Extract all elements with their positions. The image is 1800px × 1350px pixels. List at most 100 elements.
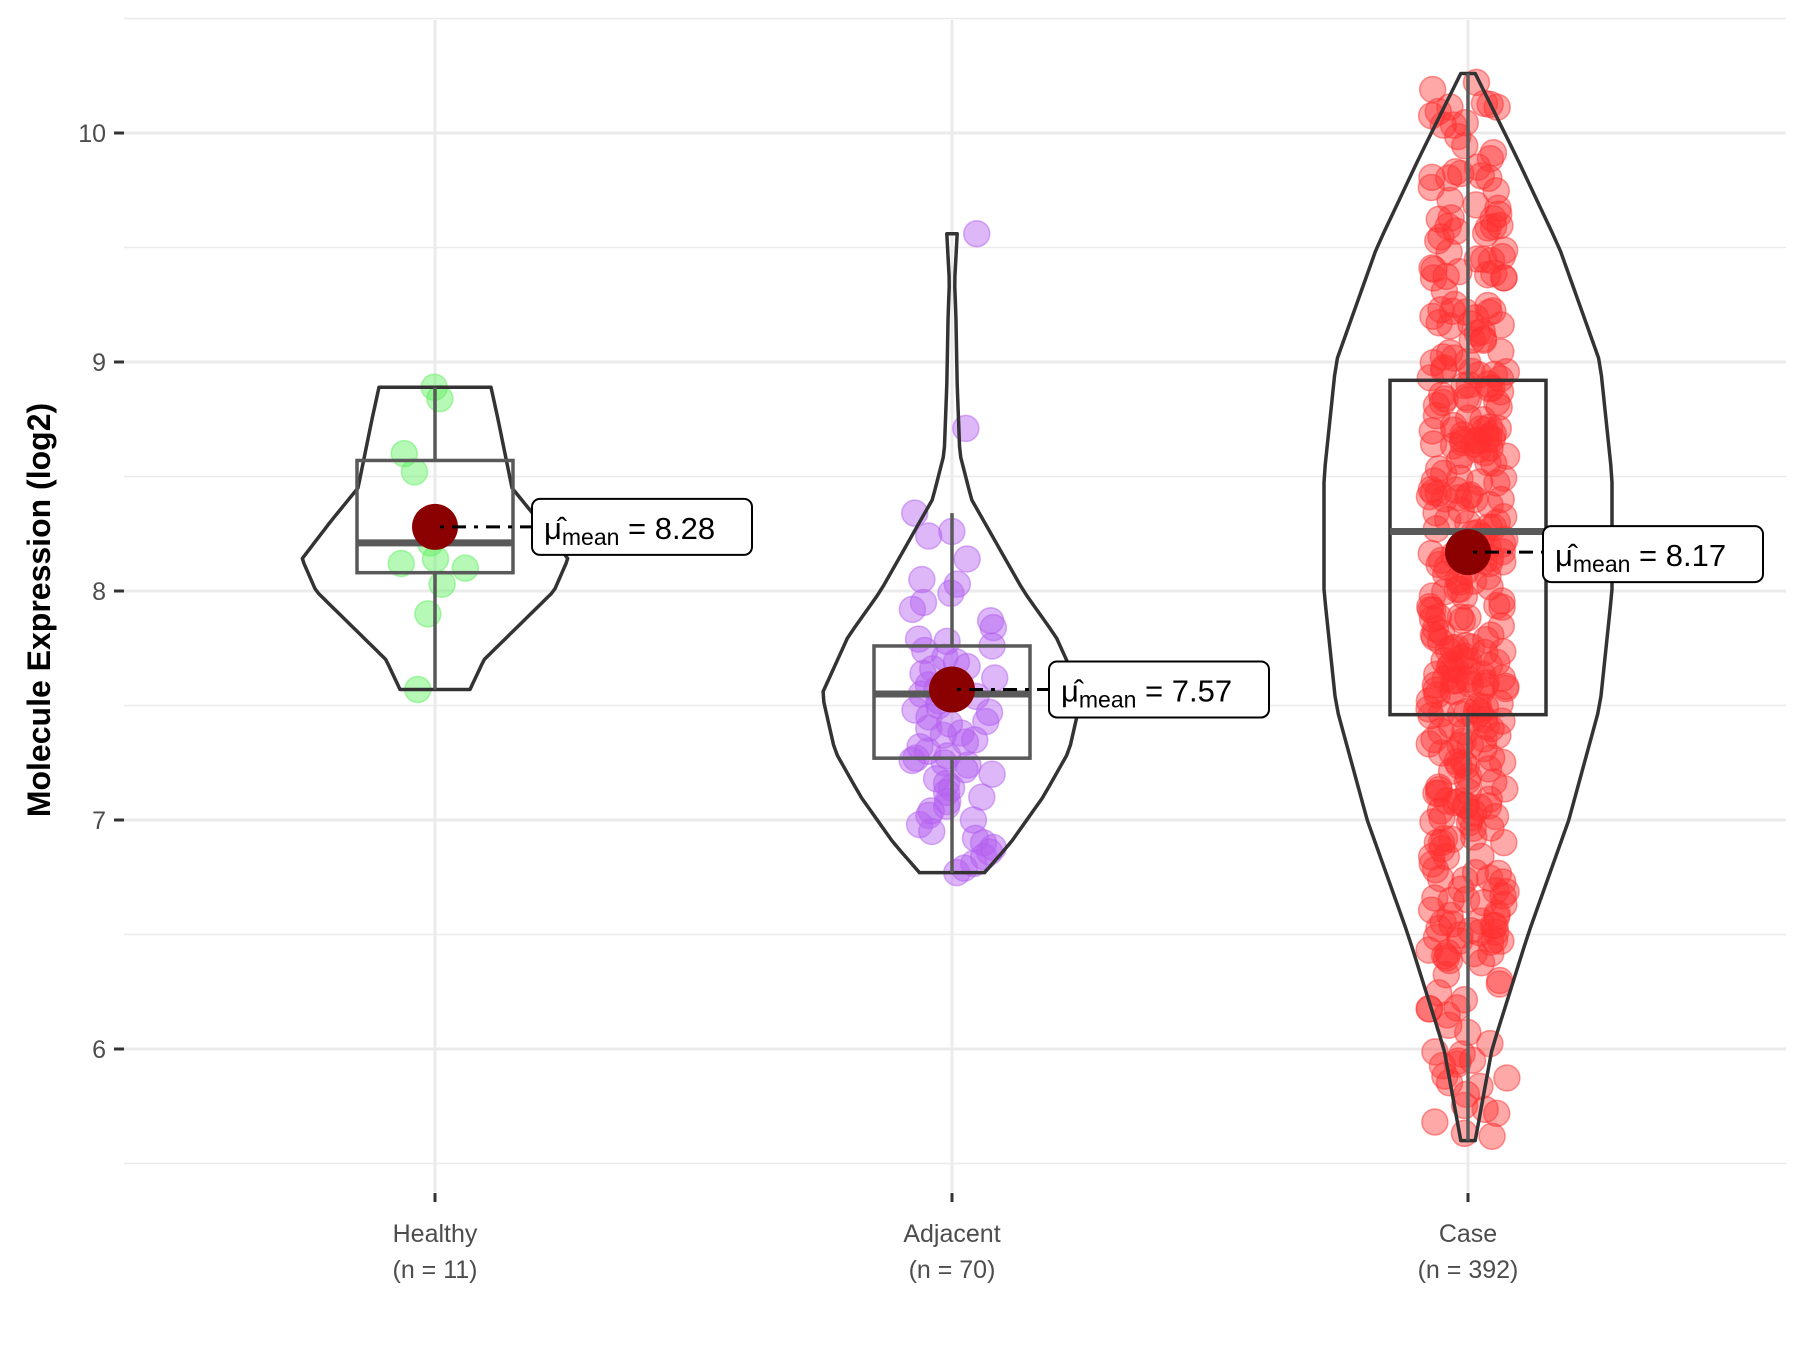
data-point [918, 817, 946, 846]
data-point [1457, 633, 1486, 661]
data-point [1426, 864, 1455, 893]
data-point [387, 549, 416, 578]
data-point [1419, 620, 1448, 649]
group-healthy: μ̂mean = 8.28 [300, 373, 753, 704]
violin-case [1322, 71, 1614, 1143]
data-point [1457, 310, 1485, 338]
data-point [1476, 573, 1504, 601]
y-tick-label: 9 [92, 349, 106, 377]
y-axis: 6 7 8 9 10 [78, 120, 124, 1064]
data-point [1454, 604, 1482, 632]
data-point [1425, 205, 1454, 234]
data-point [1446, 575, 1474, 604]
data-point [1446, 603, 1475, 631]
mean-label-box [1542, 525, 1764, 584]
data-point [1479, 139, 1508, 167]
data-point [1462, 696, 1491, 725]
data-point [1493, 1064, 1521, 1092]
data-point [1424, 455, 1453, 483]
data-point [917, 797, 945, 825]
data-point [1476, 491, 1504, 519]
data-point [1419, 808, 1447, 836]
x-tick-count-healthy: (n = 11) [393, 1256, 478, 1284]
data-point [1471, 416, 1499, 444]
data-point [1451, 790, 1480, 819]
data-point [1444, 483, 1473, 512]
data-point [1492, 442, 1521, 470]
data-point [1451, 132, 1479, 160]
mean-subscript: mean [1079, 686, 1137, 712]
data-point [915, 703, 943, 731]
box-adjacent [872, 644, 1032, 760]
data-point [1459, 823, 1488, 851]
data-point [1432, 944, 1461, 972]
data-point [428, 570, 456, 598]
data-point [1431, 665, 1460, 693]
data-point [1481, 802, 1510, 831]
data-point [1468, 660, 1497, 689]
data-point [1481, 912, 1509, 940]
data-point [1416, 592, 1444, 621]
data-point [1421, 1108, 1449, 1136]
data-point [426, 384, 454, 413]
data-point [1415, 730, 1443, 758]
mean-subscript: mean [1573, 551, 1631, 577]
data-point [1430, 459, 1458, 488]
data-point [1482, 177, 1510, 205]
data-point [1487, 612, 1516, 640]
data-point [1418, 850, 1447, 878]
data-point [1488, 748, 1517, 777]
data-point [1437, 651, 1465, 679]
data-point [963, 220, 991, 248]
mean-marker [412, 503, 458, 550]
data-point [1487, 927, 1515, 955]
data-point [1420, 255, 1448, 284]
mean-marker [929, 666, 975, 713]
data-point [1479, 297, 1507, 325]
data-point [1483, 1099, 1511, 1128]
data-point [1483, 388, 1511, 417]
data-point [1450, 1091, 1479, 1120]
data-point [1427, 619, 1456, 647]
data-point [1443, 748, 1471, 776]
data-point [1418, 254, 1446, 282]
data-point [1473, 260, 1502, 289]
mean-label-case: μ̂mean = 8.17 [1555, 538, 1726, 577]
data-point [1474, 214, 1502, 242]
data-point [1491, 674, 1520, 703]
data-point [1417, 896, 1446, 924]
x-tick-count-adjacent: (n = 70) [909, 1256, 996, 1284]
data-point [1475, 785, 1503, 814]
violin-groups: μ̂mean = 8.28 μ̂mean = 7.57 μ̂mean = 8.17 [300, 68, 1764, 1151]
data-point [914, 522, 943, 550]
data-point [1428, 1051, 1457, 1080]
x-axis: Healthy (n = 11) Adjacent (n = 70) Case (n = … [393, 1193, 1519, 1284]
x-tick-count-case: (n = 392) [1418, 1256, 1519, 1284]
data-point [1430, 824, 1459, 853]
data-point [1425, 308, 1453, 337]
box-healthy [355, 458, 515, 575]
data-point [1430, 942, 1459, 970]
data-point [1450, 1119, 1479, 1148]
data-point [1448, 440, 1477, 469]
data-point [1423, 227, 1452, 255]
data-point [1471, 672, 1499, 700]
data-point [961, 726, 989, 754]
group-adjacent: μ̂mean = 7.57 [821, 220, 1270, 887]
data-point [1422, 391, 1451, 420]
data-point [1467, 162, 1496, 190]
data-point [1470, 725, 1498, 753]
y-axis-title: Molecule Expression (log2) [21, 403, 57, 817]
data-point [978, 760, 1006, 788]
mean-label-box [1048, 660, 1270, 719]
mean-subscript: mean [562, 524, 620, 550]
data-point [451, 554, 480, 582]
y-tick-label: 6 [92, 1036, 106, 1064]
data-point [898, 595, 927, 624]
data-point [1478, 1122, 1506, 1151]
data-point [1474, 291, 1502, 320]
data-point [1422, 676, 1450, 704]
data-point [1415, 995, 1444, 1023]
mean-label-box [531, 497, 753, 556]
mean-value: = 8.17 [1630, 538, 1726, 573]
